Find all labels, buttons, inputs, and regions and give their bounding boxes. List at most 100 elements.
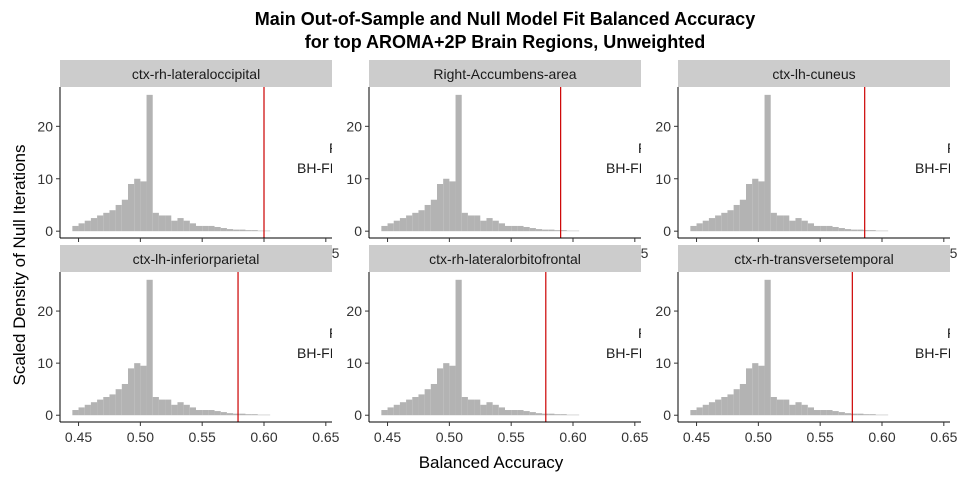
histogram-bar bbox=[733, 389, 740, 416]
histogram-bar bbox=[226, 229, 234, 232]
histogram-bar bbox=[72, 225, 79, 232]
histogram-bar bbox=[548, 413, 555, 416]
histogram-bar bbox=[134, 178, 141, 232]
histogram-bar bbox=[795, 402, 802, 416]
histogram-bar bbox=[165, 215, 172, 232]
histogram-bar bbox=[171, 220, 178, 232]
histogram-bar bbox=[838, 412, 845, 416]
histogram-bar bbox=[844, 413, 852, 416]
histogram-bar bbox=[486, 402, 493, 416]
histogram-bar bbox=[560, 230, 567, 232]
histogram-bar bbox=[177, 218, 184, 232]
histogram-bar bbox=[257, 414, 264, 416]
histogram-bar bbox=[387, 223, 394, 232]
histogram-bar bbox=[387, 407, 394, 416]
facet-strip bbox=[369, 245, 641, 272]
histogram-bar bbox=[832, 226, 839, 232]
histogram-bar bbox=[739, 383, 746, 416]
histogram-bar bbox=[875, 230, 882, 232]
histogram-bar bbox=[189, 223, 196, 232]
annotation-bh: BH-FI bbox=[915, 345, 952, 361]
histogram-bar bbox=[523, 411, 530, 416]
histogram-bar bbox=[715, 399, 722, 416]
x-tick-label: 0.45 bbox=[65, 429, 92, 445]
histogram-bar bbox=[529, 412, 536, 416]
histogram-bar bbox=[696, 407, 703, 416]
histogram-bar bbox=[189, 407, 196, 416]
histogram-bar bbox=[220, 412, 227, 416]
histogram-bar bbox=[882, 414, 889, 416]
histogram-bar bbox=[233, 229, 240, 232]
y-tick-label: 10 bbox=[346, 171, 362, 187]
histogram-bar bbox=[826, 410, 833, 416]
x-tick-label: 0.60 bbox=[559, 429, 586, 445]
histogram-bar bbox=[498, 407, 505, 416]
histogram-bar bbox=[826, 225, 833, 232]
histogram-bar bbox=[437, 368, 444, 416]
histogram-bar bbox=[474, 215, 481, 232]
histogram-bar bbox=[770, 397, 777, 416]
histogram-bar bbox=[764, 279, 771, 416]
histogram-bar bbox=[202, 225, 209, 232]
histogram-bar bbox=[801, 404, 808, 416]
histogram-bar bbox=[875, 414, 882, 416]
histogram-bar bbox=[128, 183, 135, 232]
annotation-group: P BH-FI bbox=[915, 140, 950, 176]
histogram-bar bbox=[461, 397, 468, 416]
histogram-bar bbox=[424, 389, 431, 416]
histogram-bar bbox=[832, 411, 839, 416]
histogram-bar bbox=[542, 229, 549, 232]
histogram-bar bbox=[245, 230, 252, 232]
y-tick-label: 10 bbox=[655, 355, 671, 371]
histogram-bar bbox=[140, 365, 147, 416]
histogram-bar bbox=[708, 402, 716, 416]
histogram-bar bbox=[109, 210, 116, 232]
facet-panel: Right-Accumbens-area010200.450.500.550.6… bbox=[346, 60, 649, 261]
histogram-bar bbox=[814, 225, 821, 232]
annotation-group: P BH-FI bbox=[606, 325, 641, 361]
histogram-bar bbox=[882, 230, 889, 232]
y-tick-label: 10 bbox=[346, 355, 362, 371]
x-tick-label: 0.55 bbox=[189, 429, 216, 445]
histogram-bar bbox=[505, 225, 512, 232]
histogram-bar bbox=[165, 399, 172, 416]
x-tick-label: 0.50 bbox=[436, 429, 463, 445]
histogram-bar bbox=[109, 394, 116, 416]
annotation-bh: BH-FI bbox=[606, 160, 643, 176]
facet-panel: ctx-lh-cuneus010200.450.500.550.600.65PB… bbox=[655, 60, 958, 261]
histogram-bar bbox=[183, 220, 190, 232]
histogram-bar bbox=[90, 218, 98, 232]
annotation-group: P BH-FI bbox=[297, 325, 332, 361]
annotation-bh: BH-FI bbox=[297, 160, 334, 176]
histogram-bar bbox=[696, 223, 703, 232]
histogram-bar bbox=[795, 218, 802, 232]
histogram-bar bbox=[251, 414, 258, 416]
annotation-group: P BH-FI bbox=[606, 140, 643, 176]
histogram-bar bbox=[548, 229, 555, 232]
histogram-bar bbox=[121, 383, 128, 416]
histogram-bar bbox=[764, 94, 771, 232]
histogram-bar bbox=[443, 178, 450, 232]
histogram-bar bbox=[430, 383, 437, 416]
annotation-group: P BH-FI bbox=[297, 140, 334, 176]
histogram-bar bbox=[498, 223, 505, 232]
histogram-bar bbox=[90, 402, 98, 416]
histogram-bar bbox=[690, 410, 697, 416]
histogram-bar bbox=[406, 399, 413, 416]
histogram-bar bbox=[202, 410, 209, 416]
y-tick-label: 0 bbox=[45, 407, 53, 423]
y-tick-label: 20 bbox=[37, 118, 53, 134]
histogram-bar bbox=[418, 210, 425, 232]
x-tick-label: 0.50 bbox=[745, 429, 772, 445]
histogram-bar bbox=[770, 212, 777, 232]
histogram-bar bbox=[430, 199, 437, 232]
histogram-bar bbox=[196, 225, 203, 232]
histogram-bar bbox=[78, 407, 85, 416]
y-tick-label: 10 bbox=[655, 171, 671, 187]
histogram-bar bbox=[776, 215, 784, 232]
histogram-bar bbox=[863, 230, 870, 232]
histogram-bar bbox=[115, 389, 122, 416]
histogram-bar bbox=[690, 225, 697, 232]
histogram-bar bbox=[393, 404, 400, 416]
